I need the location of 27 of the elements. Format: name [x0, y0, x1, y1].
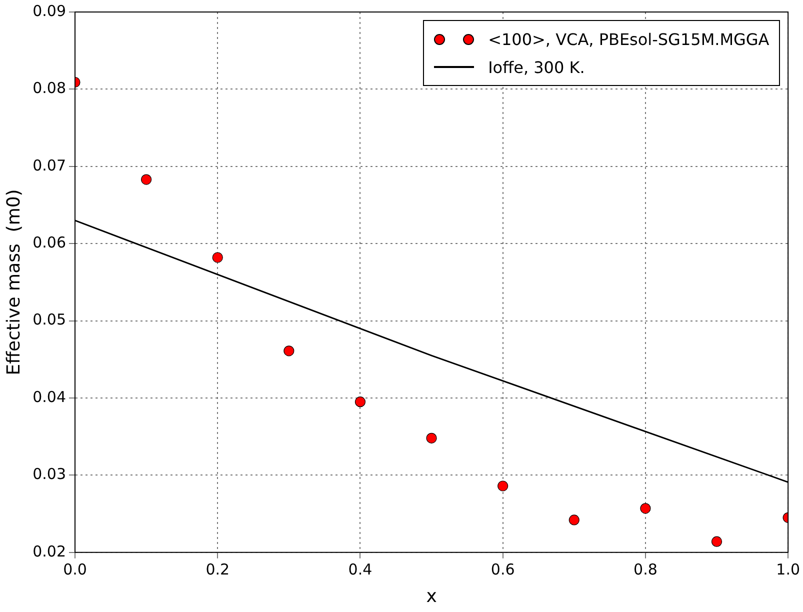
y-tick-label: 0.03 — [32, 465, 66, 484]
x-tick-label: 0.4 — [348, 560, 372, 578]
x-tick-label: 0.0 — [63, 560, 87, 578]
y-tick-label: 0.08 — [32, 79, 66, 98]
point — [568, 514, 580, 526]
point — [354, 396, 366, 408]
y-tick-label: 0.07 — [32, 156, 66, 174]
x-tick-label: 0.6 — [490, 560, 515, 578]
point — [498, 480, 508, 492]
y-tick-label: 0.04 — [32, 388, 66, 406]
point — [426, 432, 437, 444]
y-tick-label: 0.02 — [32, 542, 66, 560]
y-axis-title: Effective mass (m0) — [3, 189, 24, 376]
x-tick-label: 0.8 — [634, 560, 658, 578]
y-tick-label: 0.05 — [32, 310, 66, 329]
point — [284, 346, 294, 356]
point — [711, 536, 722, 547]
x-axis-title: x — [426, 586, 438, 607]
y-tick-label: 0.06 — [32, 233, 66, 252]
point — [141, 174, 152, 185]
point — [212, 252, 223, 263]
x-tick-label: 0.2 — [206, 560, 230, 578]
point — [640, 503, 651, 514]
legend-label: <100>, VCA, PBEsol-SG15M.MGGA — [488, 30, 770, 48]
x-tick-label: 1.0 — [776, 560, 800, 578]
y-tick-label: 0.09 — [32, 2, 66, 20]
legend-label: Ioffe, 300 K. — [488, 58, 585, 76]
